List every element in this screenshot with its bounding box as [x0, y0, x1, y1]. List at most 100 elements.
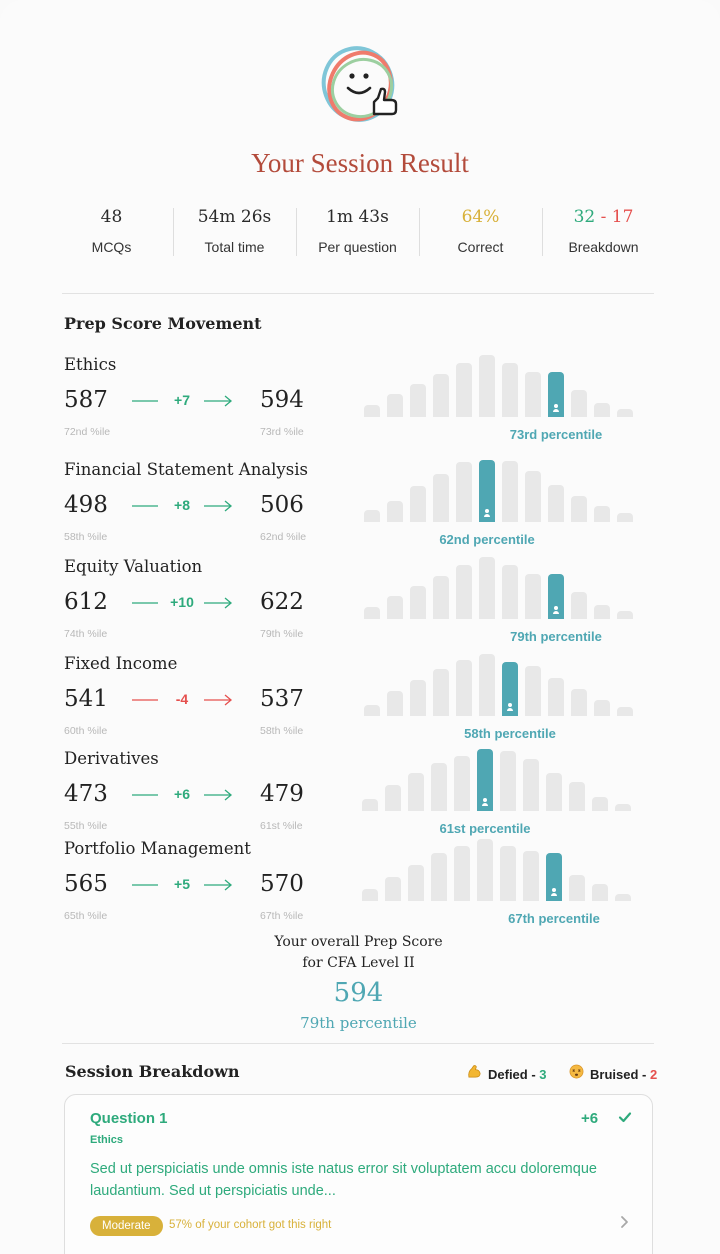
distribution-bar: [454, 846, 470, 901]
distribution-bar: [525, 574, 541, 619]
score-delta: +10: [170, 594, 194, 610]
arrow-right-icon: [132, 597, 233, 609]
question-card[interactable]: Question 1 Ethics +6 Sed ut perspiciatis…: [64, 1094, 653, 1254]
percentile-distribution: [364, 460, 660, 522]
distribution-bar: [502, 363, 518, 417]
distribution-bar: [592, 797, 608, 811]
new-score: 506: [260, 492, 304, 518]
subject-name: Fixed Income: [64, 654, 178, 673]
stat-label: Correct: [457, 239, 504, 255]
distribution-bar: [525, 372, 541, 417]
distribution-bar: [431, 853, 447, 901]
breakdown-separator: -: [595, 207, 612, 227]
previous-percentile: 72nd %ile: [64, 426, 111, 438]
previous-score: 498: [64, 492, 108, 518]
arrow-right-icon: [132, 789, 233, 801]
previous-percentile: 55th %ile: [64, 820, 108, 832]
distribution-bar: [385, 877, 401, 901]
distribution-bar: [456, 363, 472, 417]
question-text: Sed ut perspiciatis unde omnis iste natu…: [90, 1161, 597, 1199]
new-score: 570: [260, 871, 304, 897]
breakdown-correct: 32: [573, 207, 596, 227]
distribution-bar: [617, 409, 633, 417]
chevron-right-icon[interactable]: [619, 1215, 629, 1234]
distribution-bar: [364, 405, 380, 417]
distribution-bar: [362, 889, 378, 901]
question-topic-tag: Ethics: [90, 1134, 124, 1146]
breakdown-wrong: 17: [611, 207, 634, 227]
subject-name: Equity Valuation: [64, 557, 203, 576]
score-delta: +5: [174, 876, 190, 892]
distribution-bar: [523, 851, 539, 901]
previous-score: 587: [64, 387, 108, 413]
percentile-distribution: [364, 355, 660, 417]
distribution-bar: [594, 605, 610, 619]
distribution-bar: [364, 607, 380, 619]
new-score: 594: [260, 387, 304, 413]
percentile-caption: 62nd percentile: [439, 532, 535, 547]
stat-value: 54m 26s: [197, 207, 272, 227]
distribution-bar: [500, 846, 516, 901]
distribution-bar: [479, 654, 495, 716]
percentile-caption: 58th percentile: [464, 726, 556, 741]
stat-label: Breakdown: [568, 239, 639, 255]
legend-bruised-count: 2: [649, 1067, 658, 1082]
divider: [62, 293, 654, 294]
arrow-right-icon: [132, 694, 233, 706]
subject-row: Equity Valuation 612 74th %ile +10 622 79th %…: [0, 557, 720, 653]
distribution-bar: [548, 678, 564, 716]
subject-name: Derivatives: [64, 749, 159, 768]
subject-name: Ethics: [64, 355, 117, 374]
new-score: 537: [260, 686, 304, 712]
percentile-caption: 79th percentile: [510, 629, 602, 644]
distribution-bar: [525, 471, 541, 522]
distribution-bar: [571, 390, 587, 417]
legend-bruised: Bruised - 2: [568, 1064, 657, 1082]
distribution-bar: [548, 485, 564, 522]
score-delta: +7: [174, 392, 190, 408]
distribution-bar: [387, 596, 403, 619]
distribution-bar: [571, 592, 587, 619]
percentile-distribution: [362, 839, 658, 901]
overall-label-line2: for CFA Level II: [302, 955, 415, 971]
distribution-bar: [569, 875, 585, 901]
arrow-right-icon: [132, 395, 233, 407]
subject-row: Ethics 587 72nd %ile +7 594 73rd %ile 73rd per…: [0, 355, 720, 451]
distribution-bar: [410, 586, 426, 619]
distribution-bar: [456, 660, 472, 716]
stat-value: 32 - 17: [542, 206, 665, 230]
distribution-bar: [387, 691, 403, 716]
distribution-bar: [408, 865, 424, 901]
smiley-thumbs-up-icon: [321, 46, 398, 122]
distribution-bar: [525, 666, 541, 716]
distribution-bar: [523, 759, 539, 811]
previous-percentile: 60th %ile: [64, 725, 108, 737]
distribution-bar: [387, 394, 403, 417]
score-delta: -4: [175, 691, 189, 707]
distribution-bar: [410, 680, 426, 716]
distribution-bar: [479, 557, 495, 619]
stat-label: Per question: [318, 239, 397, 255]
distribution-bar: [546, 773, 562, 811]
percentile-distribution: [362, 749, 658, 811]
previous-score: 565: [64, 871, 108, 897]
distribution-bar: [571, 496, 587, 522]
stat-value: 48: [100, 207, 123, 227]
question-title: Question 1: [90, 1110, 168, 1127]
divider: [62, 1043, 654, 1044]
previous-score: 612: [64, 589, 108, 615]
distribution-bar: [456, 462, 472, 522]
previous-percentile: 58th %ile: [64, 531, 108, 543]
distribution-bar: [362, 799, 378, 811]
previous-score: 473: [64, 781, 108, 807]
distribution-bar: [387, 501, 403, 522]
distribution-bar: [615, 894, 631, 901]
new-percentile: 62nd %ile: [260, 531, 307, 543]
page-title: Your Session Result: [251, 148, 469, 178]
previous-score: 541: [64, 686, 108, 712]
subject-row: Financial Statement Analysis 498 58th %ile…: [0, 460, 720, 556]
score-change: +7: [130, 391, 234, 411]
percentile-caption: 67th percentile: [508, 911, 600, 926]
new-percentile: 79th %ile: [260, 628, 304, 640]
